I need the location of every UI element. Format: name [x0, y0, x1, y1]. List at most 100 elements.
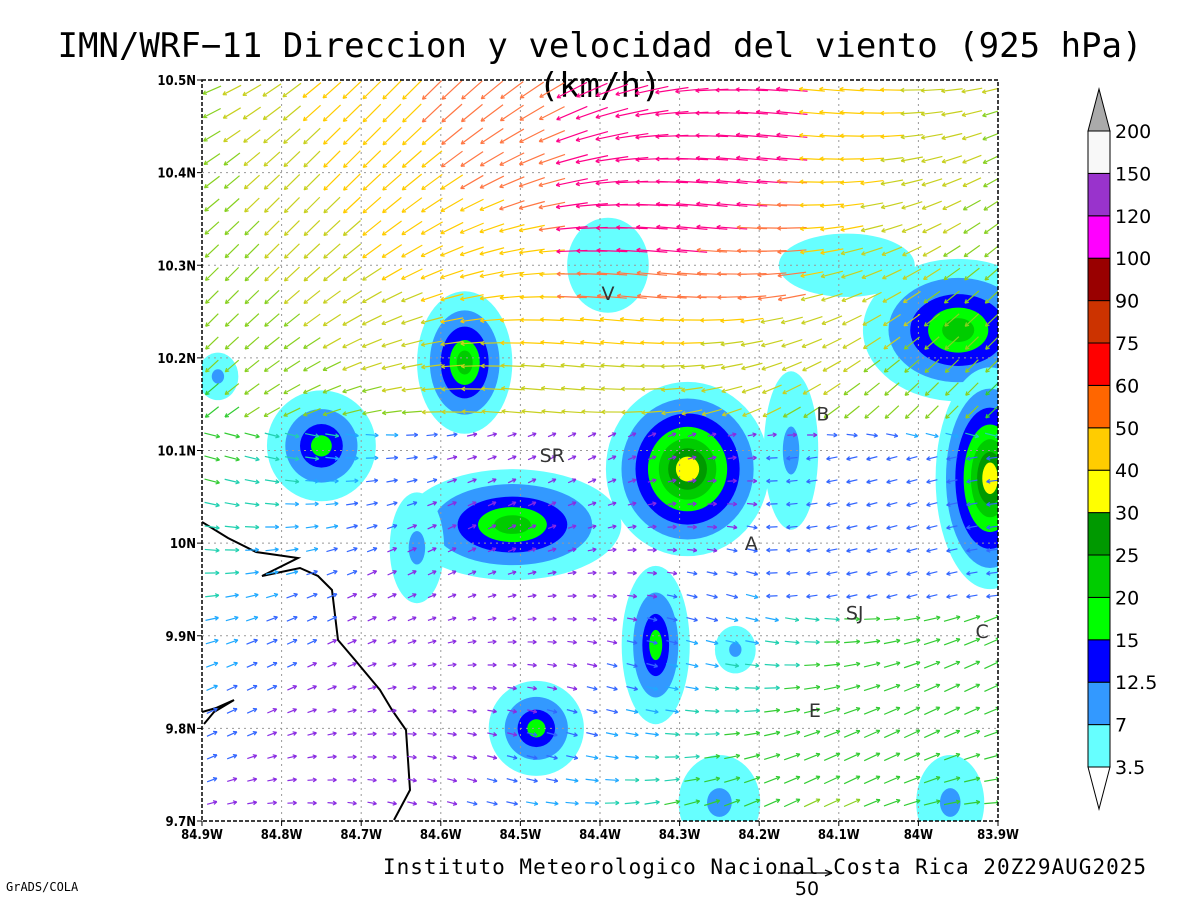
wind-vector — [461, 410, 483, 414]
wind-vector — [886, 478, 898, 484]
wind-vector — [740, 317, 764, 323]
wind-vector-head — [263, 185, 269, 190]
wind-vector-head — [813, 432, 818, 438]
wind-vector — [284, 432, 300, 438]
wind-vector-head — [512, 755, 518, 760]
wind-vector — [886, 433, 898, 437]
wind-vector-head — [806, 547, 811, 553]
wind-vector — [487, 501, 497, 507]
wind-vector — [945, 432, 959, 438]
wind-vector-head — [575, 181, 580, 187]
wind-vector — [447, 663, 457, 667]
wind-vector — [460, 174, 484, 190]
wind-vector-head — [252, 754, 258, 759]
wind-vector — [362, 126, 382, 146]
wind-vector-head — [855, 706, 861, 712]
wind-vector — [846, 548, 858, 552]
wind-vector — [843, 730, 861, 738]
wind-vector — [538, 129, 566, 143]
wind-vector — [264, 360, 280, 372]
wind-vector-head — [501, 386, 506, 391]
wind-vector-head — [323, 254, 328, 259]
wind-vector-head — [572, 593, 577, 599]
y-tick-label: 10.4N — [157, 167, 196, 182]
wind-vector — [307, 639, 317, 645]
wind-vector — [479, 270, 505, 278]
wind-vector-head — [352, 731, 357, 737]
wind-vector-head — [675, 111, 680, 117]
wind-vector-head — [715, 776, 721, 782]
precip-contour-7-6 — [982, 462, 998, 495]
wind-vector-head — [965, 414, 970, 419]
wind-vector-head — [372, 593, 377, 598]
wind-vector-head — [492, 639, 497, 645]
wind-vector — [284, 220, 300, 236]
wind-vector-head — [492, 755, 498, 760]
wind-vector-head — [733, 524, 738, 530]
wind-vector — [205, 594, 219, 598]
wind-vector-head — [660, 387, 666, 393]
wind-vector-head — [860, 204, 865, 209]
wind-vector — [624, 801, 640, 805]
wind-vector — [640, 318, 664, 322]
wind-vector-head — [913, 433, 919, 439]
wind-vector — [421, 150, 443, 168]
wind-vector — [862, 291, 882, 303]
wind-vector-head — [676, 247, 681, 253]
wind-vector-head — [653, 640, 658, 645]
wind-vector-head — [821, 320, 827, 326]
colorbar-box — [1087, 384, 1111, 429]
wind-vector — [716, 203, 748, 207]
wind-vector — [204, 198, 220, 212]
wind-vector-head — [204, 276, 210, 281]
wind-vector — [224, 336, 240, 350]
wind-vector-head — [631, 455, 637, 460]
wind-vector-head — [539, 294, 544, 300]
wind-vector-head — [820, 226, 825, 232]
wind-vector — [204, 455, 220, 461]
wind-vector — [245, 549, 259, 551]
wind-vector — [923, 268, 941, 280]
wind-vector-head — [941, 111, 946, 117]
wind-vector-head — [732, 478, 737, 484]
wind-vector-head — [352, 800, 357, 806]
wind-vector-head — [612, 547, 617, 553]
wind-vector — [266, 662, 278, 668]
wind-vector-head — [373, 478, 379, 484]
wind-vector-head — [203, 160, 209, 165]
wind-vector-head — [264, 231, 269, 236]
wind-vector-head — [571, 432, 577, 437]
wind-vector — [402, 103, 422, 123]
wind-vector — [743, 776, 761, 784]
wind-vector — [224, 383, 240, 395]
wind-vector — [626, 640, 638, 644]
wind-vector — [327, 616, 337, 622]
wind-vector-head — [224, 253, 230, 259]
wind-vector-head — [896, 616, 901, 621]
wind-vector-head — [575, 203, 581, 209]
wind-vector — [819, 181, 845, 183]
wind-vector-head — [935, 638, 941, 643]
wind-vector — [547, 641, 557, 643]
wind-vector-head — [616, 225, 621, 230]
wind-vector — [387, 547, 397, 553]
wind-vector — [286, 616, 298, 622]
wind-vector-head — [556, 226, 561, 232]
wind-vector — [764, 663, 780, 667]
wind-vector-head — [461, 386, 466, 392]
wind-vector — [326, 570, 338, 576]
wind-vector-head — [263, 367, 269, 373]
wind-vector-head — [312, 731, 317, 737]
wind-vector — [224, 220, 240, 236]
wind-vector — [401, 387, 423, 391]
precip-contour-12-0 — [916, 754, 985, 821]
wind-vector-head — [492, 432, 498, 437]
city-label: SR — [540, 445, 565, 467]
wind-vector-head — [715, 799, 721, 804]
wind-vector — [327, 639, 337, 645]
wind-vector — [923, 684, 941, 692]
wind-vector-head — [552, 709, 558, 714]
wind-vector — [843, 798, 861, 808]
wind-vector — [687, 456, 697, 460]
